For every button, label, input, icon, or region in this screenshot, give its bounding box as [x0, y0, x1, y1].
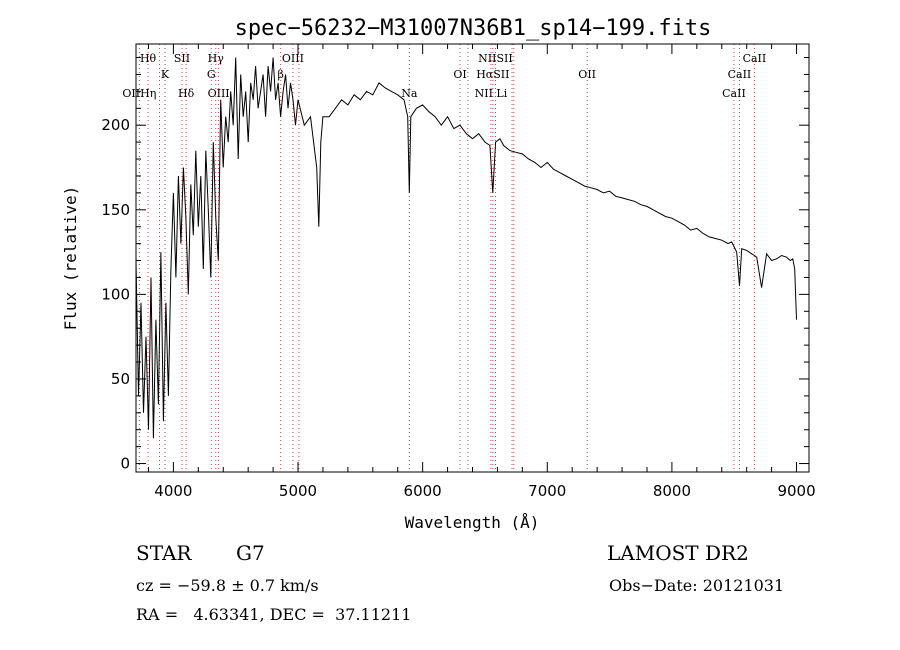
emission-line-label: CaII	[728, 68, 752, 81]
x-tick-label: 7000	[528, 482, 566, 500]
y-tick-label: 200	[101, 116, 130, 134]
coordinates: RA = 4.63341, DEC = 37.11211	[136, 605, 412, 624]
emission-line-label: K	[161, 68, 170, 81]
redshift-readout: cz = −59.8 ± 0.7 km/s	[136, 576, 319, 595]
emission-line-label: NIISII	[478, 52, 513, 65]
emission-line-label: Hθ	[140, 52, 157, 65]
emission-line-label: SII	[174, 52, 190, 65]
spectrum-line	[135, 57, 797, 439]
x-tick-label: 6000	[404, 482, 442, 500]
emission-line-label: OII	[578, 68, 596, 81]
chart-title: spec−56232−M31007N36B1_sp14−199.fits	[235, 16, 712, 41]
emission-line-label: Hδ	[178, 87, 195, 100]
y-tick-label: 0	[120, 455, 130, 473]
emission-line-label: HαSII	[476, 68, 509, 81]
emission-line-label: G	[207, 68, 216, 81]
y-tick-label: 50	[111, 370, 130, 388]
y-tick-label: 150	[101, 201, 130, 219]
x-tick-label: 8000	[653, 482, 691, 500]
emission-line-label: NII Li	[475, 87, 508, 100]
object-type: STAR	[136, 541, 192, 565]
emission-line-label: CaII	[743, 52, 767, 65]
axes: 4000 5000 6000 7000 8000 9000 0 50 100 150 200	[101, 44, 816, 500]
emission-line-label: β	[278, 68, 284, 81]
y-tick-label: 100	[101, 285, 130, 303]
subclass: G7	[236, 541, 265, 565]
x-tick-label: 5000	[279, 482, 317, 500]
emission-line-label: OIII	[208, 87, 230, 100]
emission-line-label: OIII	[282, 52, 304, 65]
emission-line-label: OI	[453, 68, 466, 81]
y-axis-label: Flux (relative)	[61, 186, 80, 331]
x-tick-label: 9000	[777, 482, 815, 500]
emission-line-markers	[138, 44, 755, 472]
emission-line-label: OIIHη	[122, 87, 156, 100]
survey-name: LAMOST DR2	[607, 541, 749, 565]
emission-line-label: Hγ	[208, 52, 225, 65]
emission-line-label: CaII	[722, 87, 746, 100]
x-axis-label: Wavelength (Å)	[405, 513, 540, 532]
obs-date: Obs−Date: 20121031	[609, 576, 785, 595]
x-tick-label: 4000	[154, 482, 192, 500]
emission-line-label: Na	[401, 87, 418, 100]
